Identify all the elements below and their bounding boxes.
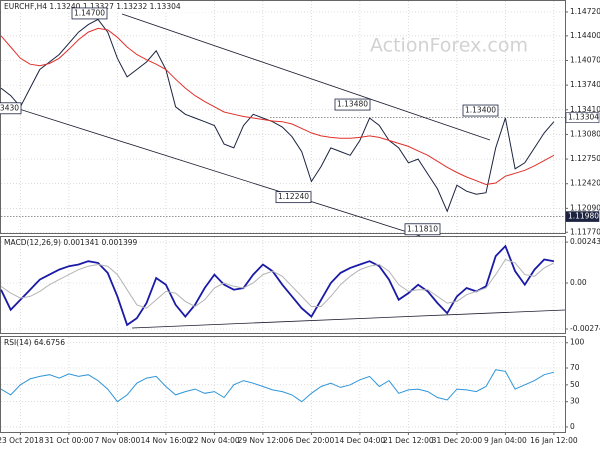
macd-support [131,309,566,329]
rsi-header: RSI(14) 64.6756 [4,338,65,347]
price-annotation: 1.12240 [278,192,309,201]
plot [0,18,555,403]
price-annotation: 1.11810 [407,224,438,233]
price-annotation-box [334,98,371,111]
x-tick-label: 29 Nov 12:00 [238,436,289,445]
x-tick-label: 22 Nov 04:00 [189,436,240,445]
series-line [0,258,555,309]
series-line [0,244,555,327]
y-tick-label: 70 [570,363,580,372]
price-label-box [565,112,600,123]
y-tick-label: 1.13740 [570,80,600,89]
price-annotation-box [71,7,108,20]
x-tick-label: 7 Nov 08:00 [95,436,141,445]
x-tick-label: 16 Jan 12:00 [530,436,578,445]
series-line [0,18,555,213]
y-tick-label: 1.13410 [570,105,600,114]
channel-lower [0,102,421,237]
y-tick-label: 1.12750 [570,154,600,163]
price-annotation: 1.14700 [74,8,105,17]
price-label: 1.11980 [568,212,599,221]
macd-header: MACD(12,26,9) 0.001341 0.001399 [4,238,138,247]
x-tick-label: 6 Dec 20:00 [289,436,335,445]
y-tick-label: 1.14400 [570,31,600,40]
y-tick-label: 1.14720 [570,7,600,16]
x-tick-label: 14 Dec 04:00 [335,436,386,445]
y-tick-label: 1.12090 [570,203,600,212]
price-label-box [565,211,600,222]
header-bg [1,1,211,12]
y-tick-label: 100 [570,338,585,347]
series-line [0,369,555,403]
series-line [0,27,555,186]
grid [1,1,565,432]
x-tick-label: 14 Nov 16:00 [141,436,192,445]
x-tick-label: 21 Dec 12:00 [383,436,434,445]
x-tick-label: 31 Dec 20:00 [432,436,483,445]
y-tick-label: 0.002436 [570,237,600,246]
price-annotation-box [462,104,499,117]
chart-header: EURCHF,H4 1.13240 1.13327 1.13232 1.1330… [4,2,181,11]
x-tick-label: 9 Jan 04:00 [484,436,527,445]
price-annotation: 1.13400 [465,106,496,115]
price-annotation: 1.13430 [0,103,19,112]
y-tick-label: 50 [570,380,580,389]
x-tick-label: 31 Oct 00:00 [44,436,93,445]
y-tick-label: 1.12420 [570,179,600,188]
y-tick-label: 1.14070 [570,55,600,64]
price-label: 1.13304 [568,113,599,122]
channel-upper [121,13,491,141]
price-annotation: 1.13480 [337,100,368,109]
x-tick-label: 23 Oct 2018 [0,436,44,445]
price-annotation-box [0,102,22,115]
price-annotation-box [404,223,441,236]
watermark: ActionForex.com [370,35,528,57]
y-tick-label: 1.13080 [570,129,600,138]
y-tick-label: 30 [570,397,580,406]
y-tick-label: -0.002742 [570,324,600,333]
y-tick-label: 1.11770 [570,227,600,236]
rsi-panel [0,336,566,433]
y-tick-label: 0 [570,422,575,431]
y-tick-label: 0.00 [570,278,587,287]
price-annotation-box [275,191,312,204]
